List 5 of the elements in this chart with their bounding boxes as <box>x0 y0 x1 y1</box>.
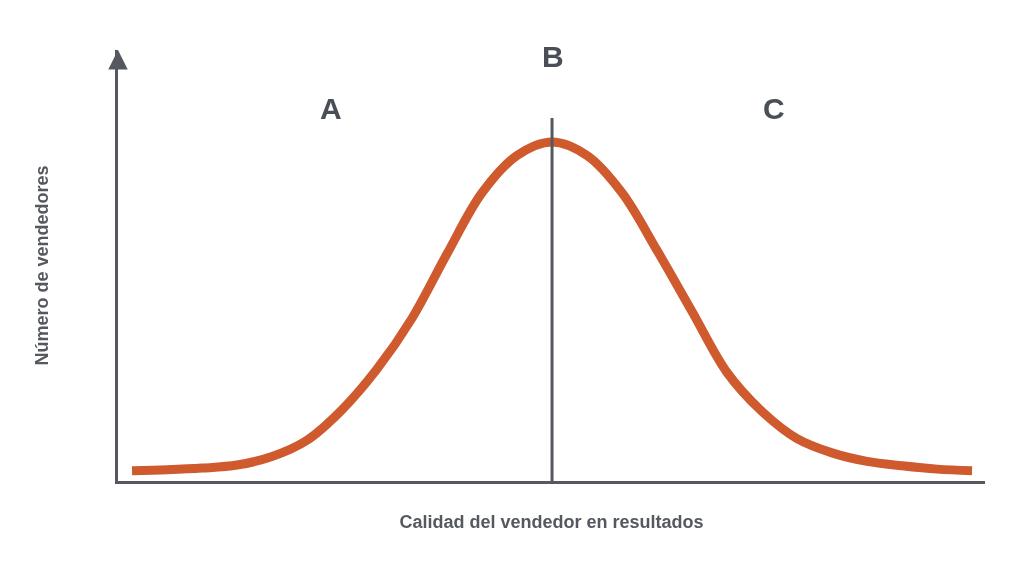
x-axis-title: Calidad del vendedor en resultados <box>399 511 704 532</box>
text: A <box>320 92 342 125</box>
text: B <box>542 40 564 73</box>
y-axis-title: Número de vendedores <box>32 165 53 366</box>
text: C <box>763 92 785 125</box>
